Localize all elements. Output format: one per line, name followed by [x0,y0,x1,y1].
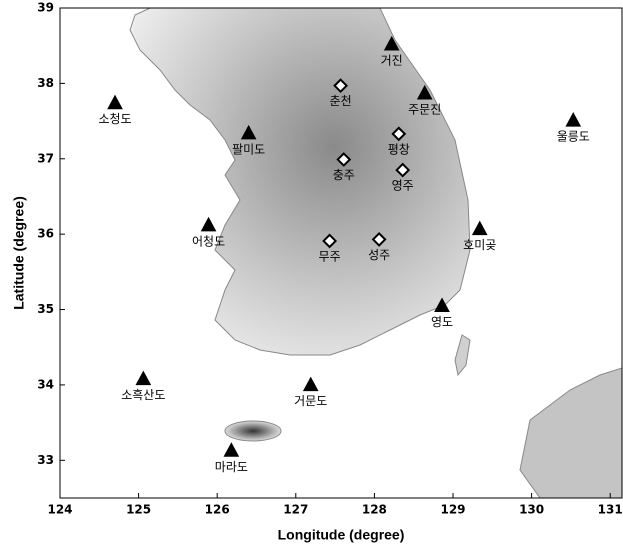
station-marker [566,113,580,126]
map-chart: Longitude (degree) Latitude (degree) 124… [0,0,623,548]
y-tick-label: 37 [37,151,54,165]
x-tick-label: 128 [362,503,387,517]
x-axis-title: Longitude (degree) [278,527,405,543]
station-marker [473,222,487,235]
station-marker [304,378,318,391]
x-tick-label: 124 [47,503,72,517]
y-tick-label: 36 [37,227,54,241]
station-label: 성주 [368,248,390,262]
station-marker [136,372,150,385]
x-tick-label: 125 [126,503,151,517]
station-label: 무주 [319,249,341,263]
y-axis-title: Latitude (degree) [11,196,27,310]
y-tick-label: 38 [37,76,54,90]
x-tick-label: 131 [598,503,623,517]
station-label: 거문도 [294,394,327,408]
tsushima [455,335,470,375]
x-tick-label: 130 [519,503,544,517]
x-tick-label: 126 [205,503,230,517]
station-label: 호미곶 [463,238,496,252]
station-marker [108,96,122,109]
y-tick-label: 33 [37,453,54,467]
station-label: 거진 [381,53,403,67]
station-label: 어청도 [192,234,225,248]
station-label: 충주 [333,168,355,182]
station-label: 울릉도 [557,130,590,144]
station-label: 소흑산도 [121,388,165,402]
x-tick-label: 129 [440,503,465,517]
station-label: 주문진 [408,102,441,116]
station-label: 영도 [431,315,453,329]
y-tick-label: 35 [37,302,54,316]
station-label: 춘천 [330,93,352,108]
peninsula [130,8,470,355]
station-label: 영주 [392,179,414,193]
y-tick-label: 39 [37,1,54,15]
station-marker [202,218,216,231]
jeju-island [225,421,281,441]
x-tick-label: 127 [283,503,308,517]
station-label: 팔미도 [232,142,265,156]
station-marker [224,443,238,456]
station-label: 평창 [388,142,410,156]
station-label: 소청도 [98,112,131,126]
y-tick-label: 34 [37,377,54,391]
station-label: 마라도 [215,460,248,474]
japan [520,368,622,498]
